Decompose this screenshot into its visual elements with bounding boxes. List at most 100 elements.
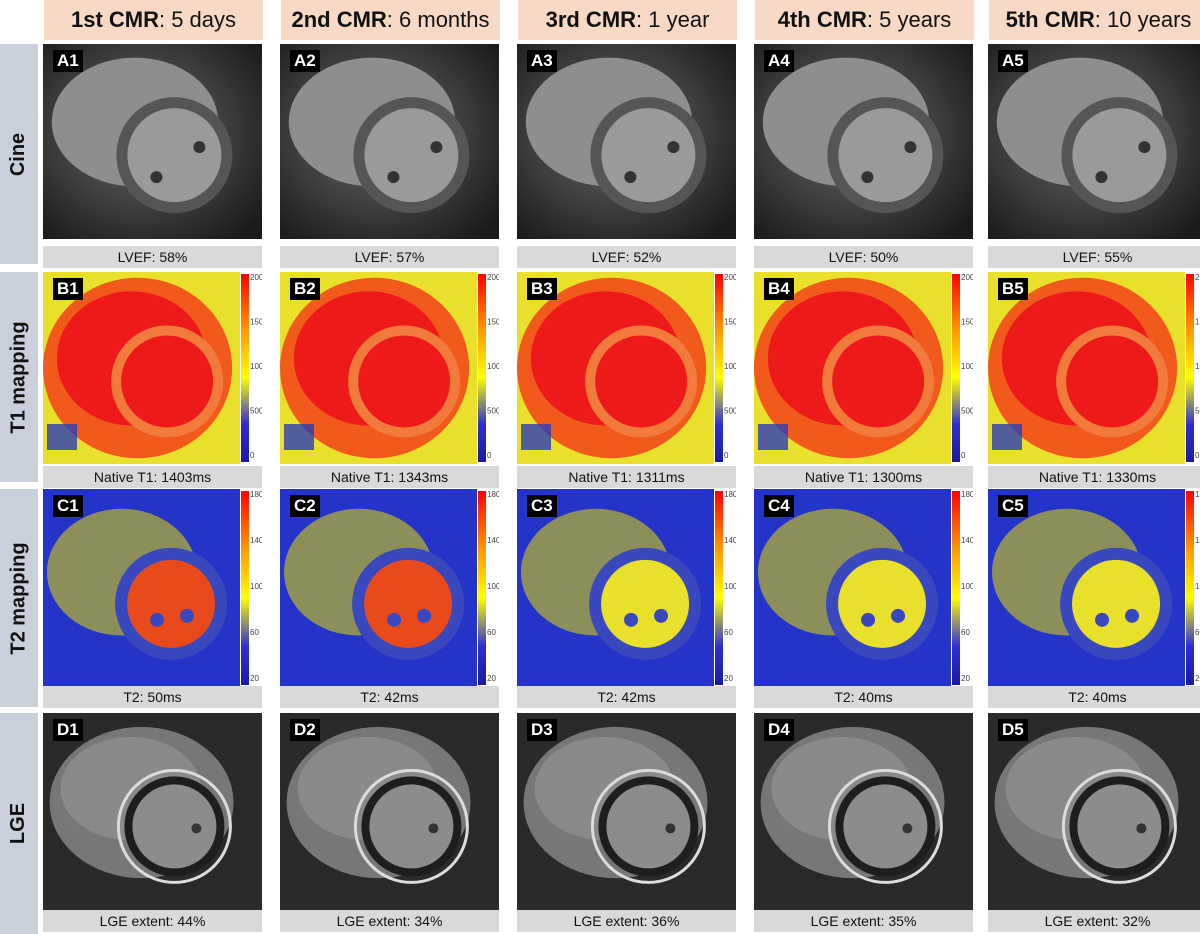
color-scale-tick: 1500 [1195, 318, 1200, 327]
papillary-muscle [1095, 612, 1110, 627]
panel-tag: A5 [998, 50, 1028, 72]
panel-tag: D3 [527, 719, 557, 741]
color-scale-tick: 0 [487, 451, 492, 460]
panel-caption: LGE extent: 36% [517, 910, 736, 932]
panel-tag: D1 [53, 719, 83, 741]
lv-cavity [121, 335, 214, 428]
color-scale-bar [952, 274, 960, 462]
image-panel: 180 140 100 60 20 C1 [43, 489, 262, 687]
image-panel: A3 [517, 44, 736, 239]
mri-image: 2000 1500 1000 500 0 [754, 272, 973, 464]
low-signal-area [758, 424, 788, 450]
image-panel: 2000 1500 1000 500 0 B2 [280, 272, 499, 464]
color-scale-tick: 140 [1195, 536, 1200, 545]
color-scale-tick: 0 [250, 451, 255, 460]
column-header: 5th CMR: 10 years [989, 0, 1200, 40]
panel-tag: A2 [290, 50, 320, 72]
papillary-muscle [1125, 608, 1140, 623]
lv-cavity [595, 335, 688, 428]
color-scale-tick: 500 [1195, 407, 1200, 416]
panel-caption: LVEF: 50% [754, 246, 973, 268]
lv-cavity [358, 335, 451, 428]
panel-tag: B3 [527, 278, 557, 300]
mri-image [517, 713, 736, 912]
image-panel: 180 140 100 60 20 C4 [754, 489, 973, 687]
papillary-muscle [193, 141, 206, 154]
color-scale-tick: 100 [487, 582, 499, 591]
image-panel: 2000 1500 1000 500 0 B1 [43, 272, 262, 464]
row-label-text: Cine [7, 132, 30, 176]
row-label: T2 mapping [0, 489, 38, 707]
color-scale-tick: 60 [724, 628, 733, 637]
lv-cavity [1077, 784, 1162, 869]
mri-image: 180 140 100 60 20 [988, 489, 1200, 687]
panel-tag: C3 [527, 495, 557, 517]
color-scale-tick: 1500 [250, 318, 262, 327]
papillary-muscle [861, 612, 876, 627]
row-label-text: T2 mapping [7, 541, 30, 655]
color-scale-tick: 20 [961, 674, 970, 683]
papillary-muscle [904, 141, 917, 154]
color-scale-tick: 500 [961, 407, 973, 416]
mri-image [43, 44, 262, 239]
color-scale-tick: 100 [724, 582, 736, 591]
row-label: LGE [0, 713, 38, 934]
mri-image: 180 140 100 60 20 [43, 489, 262, 687]
image-panel: A2 [280, 44, 499, 239]
column-header-bold: 4th CMR [777, 7, 867, 32]
column-header: 1st CMR: 5 days [44, 0, 263, 40]
papillary-muscle [1138, 141, 1151, 154]
epicardial-border [590, 768, 706, 884]
row-label: Cine [0, 44, 38, 264]
column-header: 2nd CMR: 6 months [281, 0, 500, 40]
panel-caption: LGE extent: 32% [988, 910, 1200, 932]
color-scale-tick: 180 [1195, 490, 1200, 499]
color-scale-tick: 60 [487, 628, 496, 637]
low-signal-area [284, 424, 314, 450]
mri-image [43, 713, 262, 912]
papillary-muscle [1136, 823, 1147, 834]
papillary-muscle [428, 823, 439, 834]
papillary-muscle [150, 171, 163, 184]
color-scale-tick: 0 [961, 451, 966, 460]
panel-caption: T2: 40ms [988, 686, 1200, 708]
panel-caption: LVEF: 58% [43, 246, 262, 268]
panel-tag: C2 [290, 495, 320, 517]
panel-caption: LGE extent: 35% [754, 910, 973, 932]
image-panel: A5 [988, 44, 1200, 239]
lv-cavity [832, 335, 925, 428]
image-panel: 180 140 100 60 20 C5 [988, 489, 1200, 687]
color-scale-tick: 500 [250, 407, 262, 416]
panel-caption: LVEF: 57% [280, 246, 499, 268]
color-scale-tick: 2000 [961, 273, 973, 282]
low-signal-area [47, 424, 77, 450]
mri-image [988, 44, 1200, 239]
color-scale-tick: 1000 [724, 362, 736, 371]
lv-cavity [1066, 335, 1159, 428]
column-header-bold: 1st CMR [70, 7, 159, 32]
panel-caption: LVEF: 52% [517, 246, 736, 268]
color-scale-tick: 60 [961, 628, 970, 637]
color-scale-bar [478, 274, 486, 462]
lv-cavity [1072, 108, 1167, 203]
color-scale-bar [1186, 274, 1194, 462]
image-panel: D4 [754, 713, 973, 912]
mri-image: 180 140 100 60 20 [280, 489, 499, 687]
papillary-muscle [624, 171, 637, 184]
panel-caption: T2: 42ms [517, 686, 736, 708]
color-scale-tick: 20 [250, 674, 259, 683]
image-panel: D3 [517, 713, 736, 912]
color-scale-tick: 500 [724, 407, 736, 416]
lv-cavity [364, 108, 459, 203]
panel-caption: LVEF: 55% [988, 246, 1200, 268]
panel-caption: Native T1: 1300ms [754, 466, 973, 488]
color-scale-tick: 0 [1195, 451, 1200, 460]
column-header-rest: : 1 year [636, 7, 710, 32]
papillary-muscle [430, 141, 443, 154]
mri-image: 2000 1500 1000 500 0 [988, 272, 1200, 464]
color-scale-bar [952, 491, 960, 685]
mri-image [988, 713, 1200, 912]
color-scale-tick: 140 [724, 536, 736, 545]
image-panel: 2000 1500 1000 500 0 B4 [754, 272, 973, 464]
color-scale-tick: 1500 [961, 318, 973, 327]
